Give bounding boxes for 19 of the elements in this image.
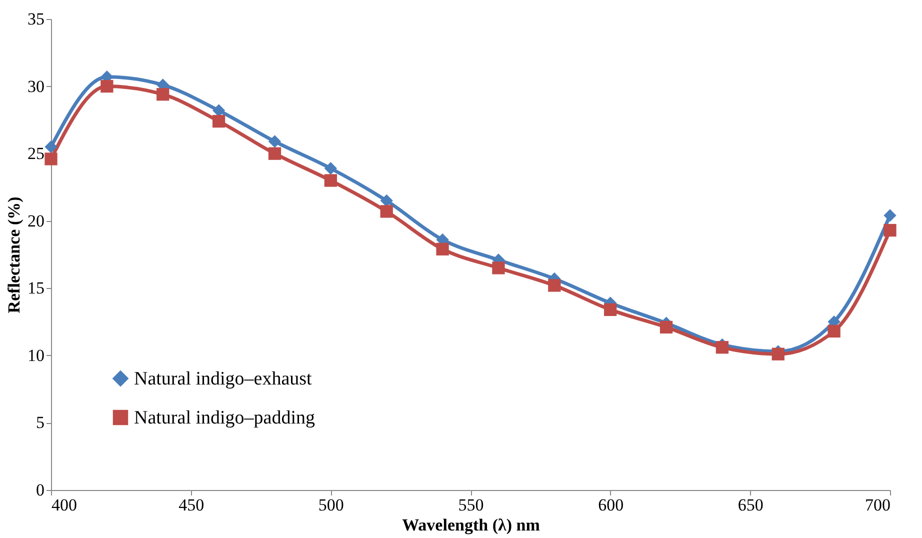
y-tick-label: 35 bbox=[28, 10, 44, 28]
y-tick-label: 10 bbox=[28, 346, 44, 365]
x-tick-label: 600 bbox=[598, 496, 624, 514]
x-tick-label: 450 bbox=[178, 496, 204, 514]
x-tick-label: 650 bbox=[738, 496, 764, 514]
x-tick-label: 400 bbox=[52, 496, 77, 514]
y-tick-label: 25 bbox=[28, 144, 44, 164]
x-tick-label: 700 bbox=[865, 496, 890, 514]
x-tick-label: 550 bbox=[458, 496, 484, 514]
y-tick-label: 15 bbox=[28, 278, 44, 298]
x-tick-label: 500 bbox=[318, 496, 344, 514]
x-axis-title: Wavelength (λ) nm bbox=[402, 516, 540, 534]
legend-label: Natural indigo–exhaust bbox=[134, 368, 313, 390]
legend-label: Natural indigo–padding bbox=[134, 408, 316, 428]
y-tick-label: 20 bbox=[28, 211, 44, 230]
y-tick-label: 0 bbox=[36, 480, 44, 500]
y-axis-title: Reflectance (%) bbox=[4, 196, 24, 314]
y-tick-label: 30 bbox=[28, 76, 44, 96]
y-tick-label: 5 bbox=[36, 413, 44, 432]
